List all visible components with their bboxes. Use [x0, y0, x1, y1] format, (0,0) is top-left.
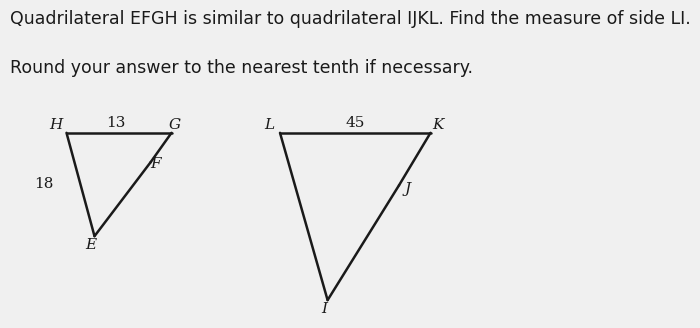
Text: 13: 13	[106, 116, 125, 130]
Text: L: L	[264, 118, 274, 132]
Text: G: G	[169, 118, 181, 132]
Text: 18: 18	[34, 177, 54, 191]
Text: Quadrilateral EFGH is similar to quadrilateral IJKL. Find the measure of side LI: Quadrilateral EFGH is similar to quadril…	[10, 10, 690, 28]
Text: 45: 45	[346, 116, 365, 130]
Text: H: H	[50, 118, 62, 132]
Text: E: E	[85, 238, 97, 252]
Text: F: F	[150, 157, 161, 171]
Text: I: I	[321, 302, 327, 316]
Text: K: K	[432, 118, 443, 132]
Text: Round your answer to the nearest tenth if necessary.: Round your answer to the nearest tenth i…	[10, 59, 473, 77]
Text: J: J	[405, 182, 411, 195]
